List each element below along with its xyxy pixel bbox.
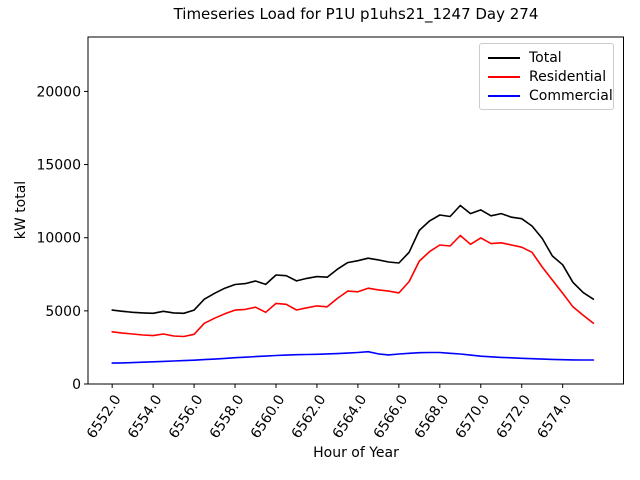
commercial-line [111, 350, 595, 364]
y-tick-label: 5000 [45, 304, 81, 320]
x-tick-label: 6564.0 [330, 392, 371, 442]
x-tick-label: 6572.0 [494, 392, 535, 442]
y-tick-label: 20000 [36, 84, 81, 100]
legend-label-total: Total [529, 49, 562, 66]
x-tick-label: 6568.0 [412, 392, 453, 442]
x-tick-label: 6566.0 [371, 392, 412, 442]
x-tick-label: 6560.0 [248, 392, 289, 442]
residential-line [111, 234, 595, 338]
legend-item-residential: Residential [488, 68, 607, 85]
x-tick-label: 6556.0 [166, 392, 207, 442]
x-tick-label: 6554.0 [125, 392, 166, 442]
legend-label-commercial: Commercial [529, 87, 613, 104]
chart-title: Timeseries Load for P1U p1uhs21_1247 Day… [173, 5, 539, 23]
y-axis-label: kW total [13, 180, 29, 240]
y-tick-label: 15000 [36, 158, 81, 174]
x-tick-label: 6574.0 [534, 392, 575, 442]
x-axis-label: Hour of Year [313, 445, 399, 461]
total-line [111, 204, 595, 315]
x-tick-label: 6552.0 [84, 392, 125, 442]
y-tick-label: 10000 [36, 231, 81, 247]
legend-item-commercial: Commercial [488, 89, 613, 103]
commercial-line-swatch [488, 94, 520, 97]
total-line-swatch [488, 56, 520, 59]
y-tick-label: 0 [72, 377, 81, 393]
x-tick-label: 6570.0 [453, 392, 494, 442]
x-tick-label: 6558.0 [207, 392, 248, 442]
legend-item-total: Total [488, 51, 605, 65]
x-tick-label: 6562.0 [289, 392, 330, 442]
legend-label-residential: Residential [529, 68, 607, 85]
legend: Total Residential Commercial [479, 43, 614, 110]
residential-line-swatch [488, 75, 520, 78]
axes-frame [87, 36, 624, 385]
